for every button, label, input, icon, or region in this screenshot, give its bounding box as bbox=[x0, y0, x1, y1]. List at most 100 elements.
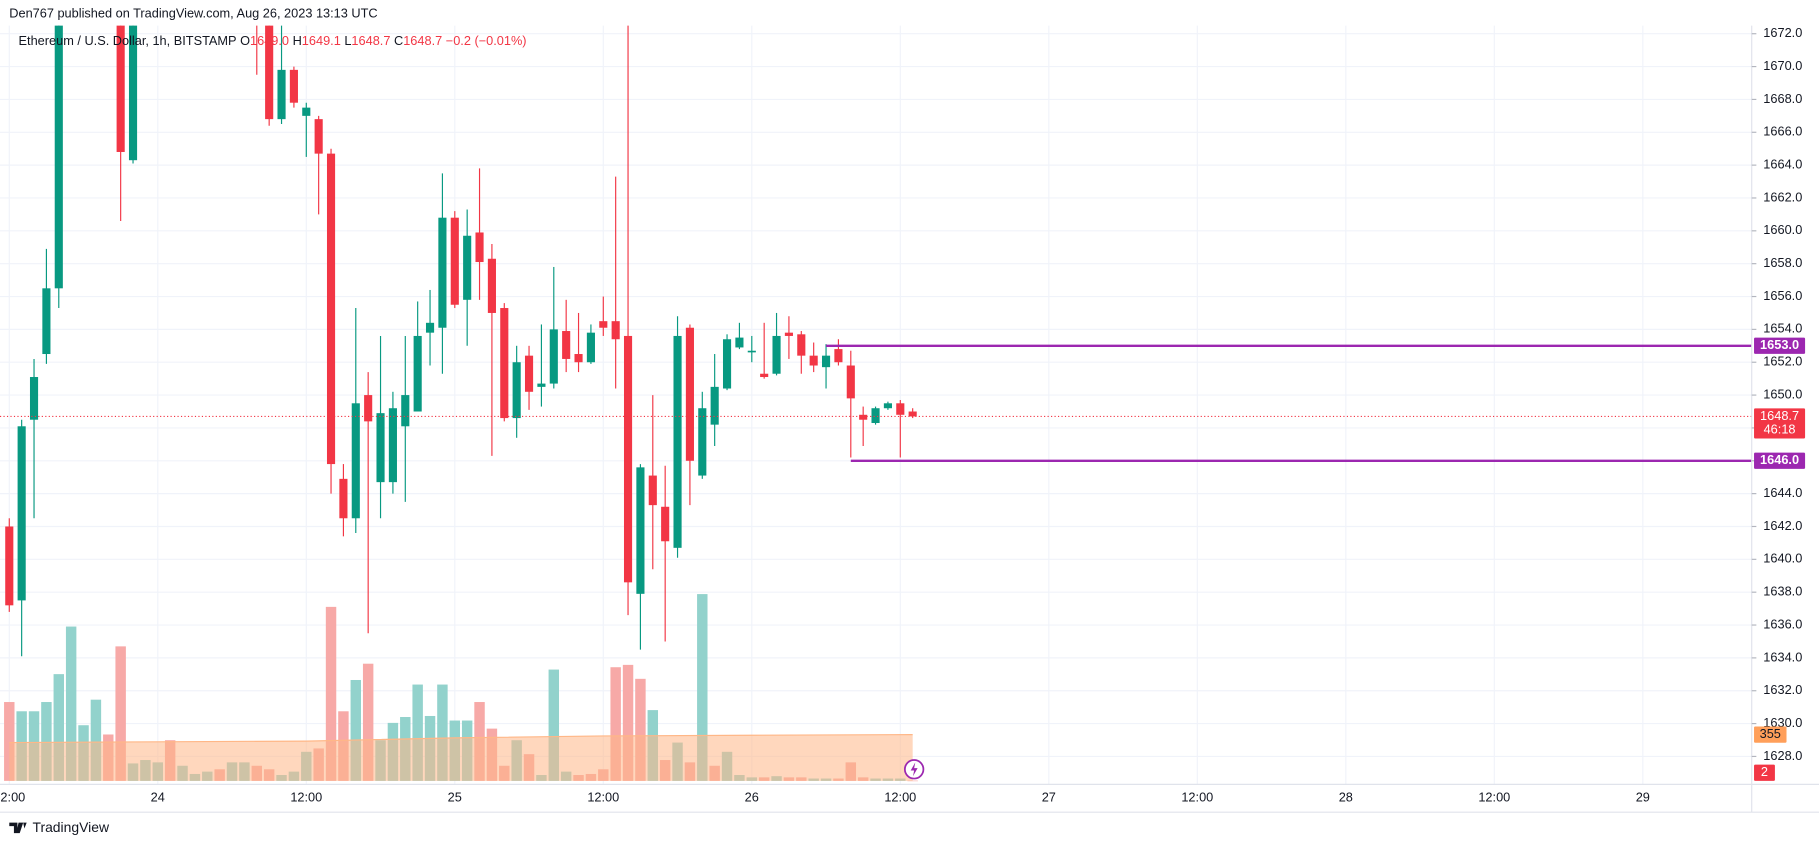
candle-body bbox=[784, 332, 793, 336]
x-tick-label: 12:00 bbox=[290, 790, 322, 805]
y-tick-label: 1672.0 bbox=[1763, 25, 1802, 40]
candle-body bbox=[908, 411, 917, 417]
h-val: 1649.1 bbox=[302, 33, 341, 48]
y-tick-label: 1628.0 bbox=[1763, 748, 1802, 763]
y-tick-label: 1644.0 bbox=[1763, 485, 1802, 500]
candle-body bbox=[376, 413, 385, 483]
x-tick-label: 12:00 bbox=[587, 790, 619, 805]
volume-bar bbox=[907, 780, 918, 782]
x-tick-label: 26 bbox=[745, 790, 759, 805]
y-tick-label: 1652.0 bbox=[1763, 354, 1802, 369]
volume-bar bbox=[90, 699, 102, 781]
candle-body bbox=[698, 408, 707, 476]
x-tick-label: 12:00 bbox=[0, 790, 25, 805]
y-tick-label: 1656.0 bbox=[1763, 288, 1802, 303]
y-tick-label: 1670.0 bbox=[1763, 58, 1802, 73]
candle-body bbox=[29, 377, 39, 420]
candle-body bbox=[388, 408, 397, 483]
candle-body bbox=[599, 321, 608, 328]
legend: Ethereum / U.S. Dollar, 1h, BITSTAMP O16… bbox=[19, 33, 527, 48]
change: −0.2 (−0.01%) bbox=[446, 33, 527, 48]
volume-current-tag bbox=[1754, 764, 1775, 781]
volume-bar bbox=[622, 664, 634, 781]
y-tick-label: 1638.0 bbox=[1763, 584, 1802, 599]
x-tick-label: 12:00 bbox=[1478, 790, 1510, 805]
candle-body bbox=[339, 478, 348, 519]
symbol: Ethereum / U.S. Dollar, 1h, BITSTAMP bbox=[19, 33, 237, 48]
y-tick-label: 1634.0 bbox=[1763, 649, 1802, 664]
x-tick-label: 12:00 bbox=[884, 790, 916, 805]
c-key: C bbox=[394, 33, 403, 48]
level-label: 1653.0 bbox=[1760, 337, 1799, 352]
candle-body bbox=[364, 395, 373, 422]
candle-body bbox=[883, 403, 892, 409]
candle-body bbox=[562, 331, 571, 359]
brand: TradingView bbox=[32, 819, 109, 835]
candle-body bbox=[17, 426, 26, 601]
candle-body bbox=[661, 506, 670, 542]
candle-body bbox=[896, 403, 905, 415]
candle-body bbox=[425, 322, 435, 333]
volume-bar bbox=[325, 606, 337, 781]
candle-body bbox=[128, 25, 138, 161]
candle-body bbox=[277, 69, 286, 120]
y-tick-label: 1664.0 bbox=[1763, 157, 1802, 172]
volume-bar bbox=[610, 667, 621, 781]
candle-body bbox=[450, 217, 459, 305]
candle-body bbox=[871, 408, 880, 424]
candle-body bbox=[351, 403, 360, 519]
volume-bar bbox=[437, 684, 448, 781]
y-tick-label: 1668.0 bbox=[1763, 91, 1802, 106]
volume-bar bbox=[53, 674, 65, 781]
candle-body bbox=[487, 258, 496, 313]
candle-body bbox=[500, 308, 509, 419]
y-tick-label: 1636.0 bbox=[1763, 616, 1802, 631]
l-key: L bbox=[344, 33, 351, 48]
candle-body bbox=[846, 365, 855, 399]
o-key: O bbox=[240, 33, 250, 48]
candle-body bbox=[42, 288, 51, 355]
volume-bar bbox=[362, 663, 374, 781]
candle-body bbox=[265, 25, 274, 120]
candle-body bbox=[636, 467, 645, 594]
logo-mark bbox=[9, 822, 27, 834]
o-val: 1649.0 bbox=[250, 33, 289, 48]
y-tick-label: 1650.0 bbox=[1763, 386, 1802, 401]
volume-bar bbox=[4, 702, 15, 781]
candle-body bbox=[772, 335, 781, 374]
c-val: 1648.7 bbox=[403, 33, 442, 48]
level-tag bbox=[1754, 452, 1806, 469]
candle-body bbox=[537, 383, 546, 387]
axes: 1628.0 1630.0 1632.0 1634.0 1636.0 1638.0 1640… bbox=[0, 25, 1806, 805]
last-price-tag bbox=[1754, 408, 1806, 439]
candle-body bbox=[821, 355, 831, 368]
candle-body bbox=[834, 349, 843, 363]
last-price-label: 1648.7 bbox=[1760, 408, 1799, 423]
volume-bar bbox=[350, 679, 362, 781]
candle-body bbox=[747, 350, 756, 353]
volume-pane bbox=[4, 594, 918, 782]
candle-body bbox=[673, 335, 682, 548]
candle-body bbox=[401, 395, 410, 427]
replay-icon[interactable] bbox=[903, 759, 925, 780]
candle-body bbox=[809, 355, 818, 366]
candle-body bbox=[685, 327, 694, 461]
countdown-label: 46:18 bbox=[1764, 422, 1796, 437]
volume-bar bbox=[635, 678, 646, 781]
volume-bar bbox=[65, 626, 77, 781]
y-tick-label: 1660.0 bbox=[1763, 222, 1802, 237]
candle-body bbox=[648, 475, 657, 506]
candle-body bbox=[438, 217, 447, 328]
candle-body bbox=[524, 355, 534, 392]
candle-body bbox=[623, 335, 633, 583]
candle-body bbox=[314, 119, 323, 154]
y-tick-label: 1630.0 bbox=[1763, 715, 1802, 730]
candle-body bbox=[54, 25, 63, 289]
icon-bolt bbox=[910, 762, 918, 777]
candle-body bbox=[574, 354, 583, 363]
h-key: H bbox=[293, 33, 302, 48]
l-val: 1648.7 bbox=[351, 33, 390, 48]
